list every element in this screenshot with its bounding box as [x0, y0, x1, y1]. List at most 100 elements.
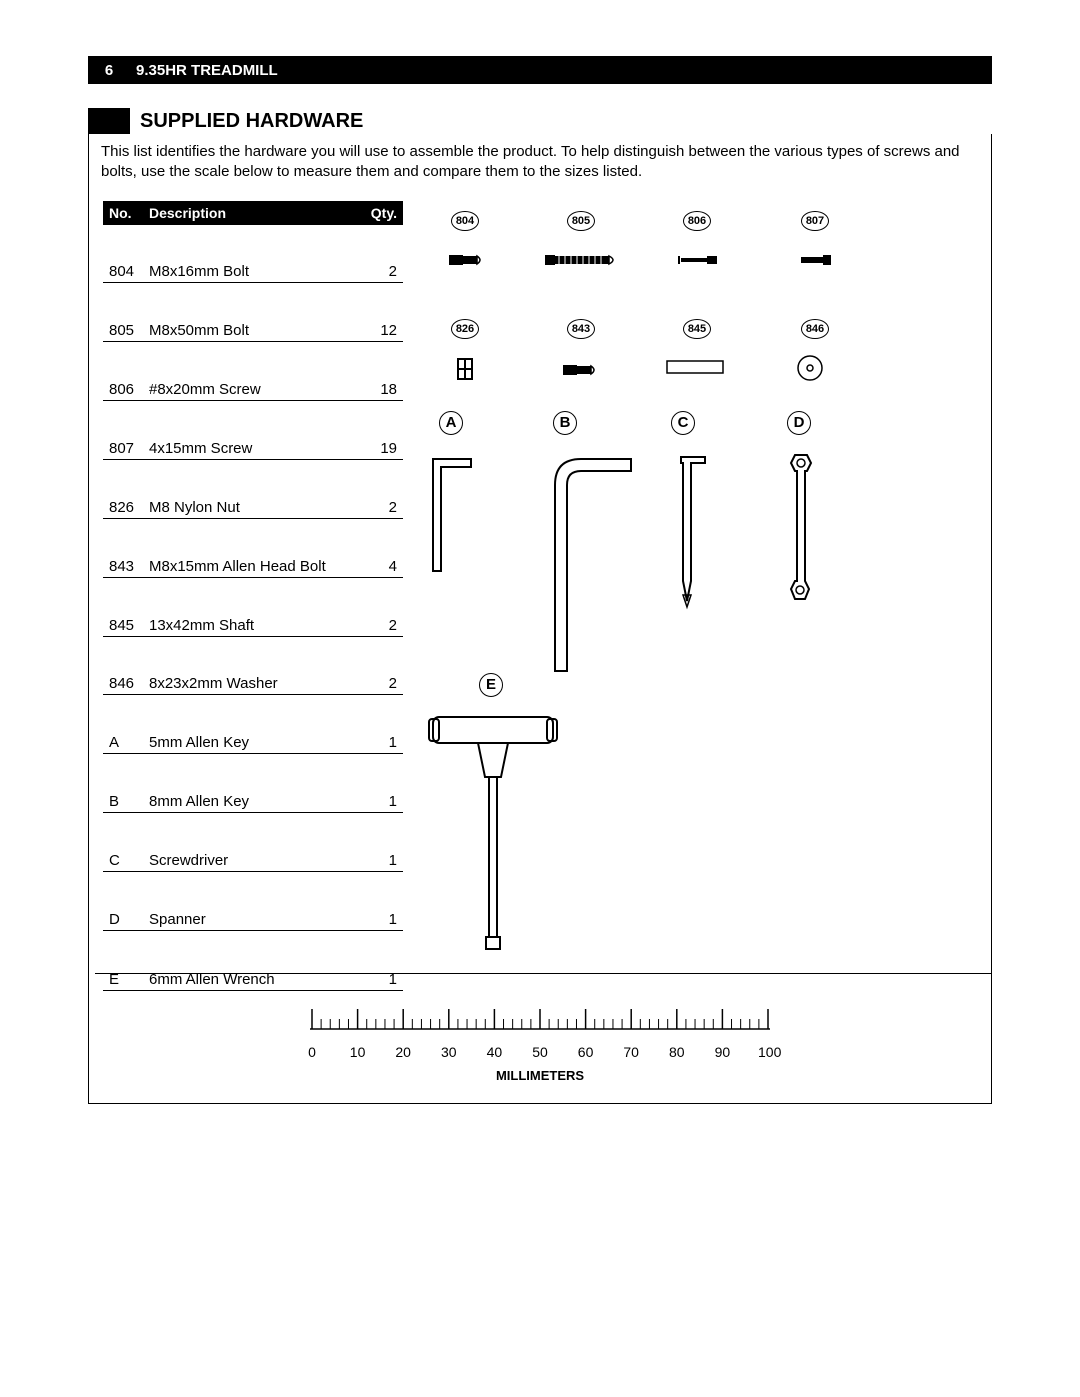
ruler-tick-label: 100: [758, 1044, 778, 1060]
cell-desc: 5mm Allen Key: [143, 695, 363, 754]
content-box: This list identifies the hardware you wi…: [88, 134, 992, 1104]
cell-desc: M8x15mm Allen Head Bolt: [143, 518, 363, 577]
cell-desc: 8mm Allen Key: [143, 754, 363, 813]
ruler-tick-label: 80: [667, 1044, 687, 1060]
callout-a: A: [439, 411, 463, 435]
cell-desc: 4x15mm Screw: [143, 400, 363, 459]
callout-d: D: [787, 411, 811, 435]
cell-desc: M8x16mm Bolt: [143, 225, 363, 283]
hardware-diagram: 804 805 806 807: [433, 201, 977, 991]
ruler-labels: 0102030405060708090100: [300, 1044, 780, 1062]
shaft-845-icon: [665, 359, 727, 375]
diagram-divider: [95, 973, 991, 974]
section-title-marker: [88, 108, 130, 134]
callout-846: 846: [801, 319, 829, 339]
ruler-tick-label: 0: [302, 1044, 322, 1060]
callout-804: 804: [451, 211, 479, 231]
callout-843: 843: [567, 319, 595, 339]
ruler: 0102030405060708090100 MILLIMETERS: [89, 1001, 991, 1083]
screw-807-icon: [799, 253, 835, 267]
screwdriver-icon: [661, 451, 711, 611]
cell-qty: 2: [363, 225, 403, 283]
ruler-tick-label: 20: [393, 1044, 413, 1060]
cell-qty: 12: [363, 282, 403, 341]
cell-no: 804: [103, 225, 143, 283]
table-row: 806#8x20mm Screw18: [103, 341, 403, 400]
table-row: 804M8x16mm Bolt2: [103, 225, 403, 283]
cell-no: E: [103, 931, 143, 990]
cell-no: A: [103, 695, 143, 754]
callout-b: B: [553, 411, 577, 435]
doc-title: 9.35HR TREADMILL: [130, 62, 278, 79]
ruler-tick-label: 30: [439, 1044, 459, 1060]
cell-desc: M8 Nylon Nut: [143, 459, 363, 518]
table-row: 843M8x15mm Allen Head Bolt4: [103, 518, 403, 577]
cell-desc: 8x23x2mm Washer: [143, 636, 363, 695]
table-row: B8mm Allen Key1: [103, 754, 403, 813]
callout-806: 806: [683, 211, 711, 231]
cell-no: 846: [103, 636, 143, 695]
cell-qty: 1: [363, 754, 403, 813]
ruler-tick-label: 70: [621, 1044, 641, 1060]
cell-no: D: [103, 872, 143, 931]
callout-805: 805: [567, 211, 595, 231]
table-row: 8468x23x2mm Washer2: [103, 636, 403, 695]
cell-no: 806: [103, 341, 143, 400]
col-no: No.: [103, 201, 143, 225]
page-number: 6: [88, 62, 130, 79]
cell-desc: Spanner: [143, 872, 363, 931]
cell-no: C: [103, 813, 143, 872]
ruler-tick-label: 40: [484, 1044, 504, 1060]
cell-qty: 1: [363, 872, 403, 931]
cell-desc: 6mm Allen Wrench: [143, 931, 363, 990]
nut-826-icon: [455, 357, 477, 383]
table-row: E6mm Allen Wrench1: [103, 931, 403, 990]
spanner-icon: [783, 451, 823, 611]
allen-key-8mm-icon: [511, 451, 641, 681]
table-row: A5mm Allen Key1: [103, 695, 403, 754]
cell-qty: 4: [363, 518, 403, 577]
table-row: 8074x15mm Screw19: [103, 400, 403, 459]
ruler-tick-label: 90: [712, 1044, 732, 1060]
ruler-scale-icon: [300, 1001, 780, 1039]
table-row: 805M8x50mm Bolt12: [103, 282, 403, 341]
cell-no: 826: [103, 459, 143, 518]
callout-c: C: [671, 411, 695, 435]
ruler-unit: MILLIMETERS: [89, 1068, 991, 1083]
section-title: SUPPLIED HARDWARE: [130, 108, 363, 134]
hardware-table: No. Description Qty. 804M8x16mm Bolt2805…: [103, 201, 403, 991]
screw-806-icon: [677, 253, 721, 267]
page-header: 6 9.35HR TREADMILL: [88, 56, 992, 84]
intro-text: This list identifies the hardware you wi…: [89, 134, 991, 183]
cell-no: 843: [103, 518, 143, 577]
table-row: CScrewdriver1: [103, 813, 403, 872]
cell-no: 807: [103, 400, 143, 459]
section-title-row: SUPPLIED HARDWARE: [88, 108, 992, 134]
ruler-tick-label: 10: [348, 1044, 368, 1060]
cell-desc: M8x50mm Bolt: [143, 282, 363, 341]
allen-key-5mm-icon: [423, 451, 483, 581]
callout-826: 826: [451, 319, 479, 339]
col-desc: Description: [143, 201, 363, 225]
table-row: DSpanner1: [103, 872, 403, 931]
cell-no: 805: [103, 282, 143, 341]
cell-qty: 19: [363, 400, 403, 459]
cell-qty: 1: [363, 813, 403, 872]
cell-no: B: [103, 754, 143, 813]
bolt-805-icon: [543, 251, 623, 269]
cell-desc: 13x42mm Shaft: [143, 577, 363, 636]
bolt-843-icon: [561, 361, 601, 379]
cell-qty: 1: [363, 695, 403, 754]
ruler-tick-label: 50: [530, 1044, 550, 1060]
cell-no: 845: [103, 577, 143, 636]
callout-807: 807: [801, 211, 829, 231]
table-row: 826M8 Nylon Nut2: [103, 459, 403, 518]
callout-e: E: [479, 673, 503, 697]
cell-qty: 18: [363, 341, 403, 400]
col-qty: Qty.: [363, 201, 403, 225]
allen-wrench-6mm-icon: [423, 707, 573, 967]
cell-qty: 1: [363, 931, 403, 990]
cell-qty: 2: [363, 577, 403, 636]
cell-qty: 2: [363, 636, 403, 695]
callout-845: 845: [683, 319, 711, 339]
